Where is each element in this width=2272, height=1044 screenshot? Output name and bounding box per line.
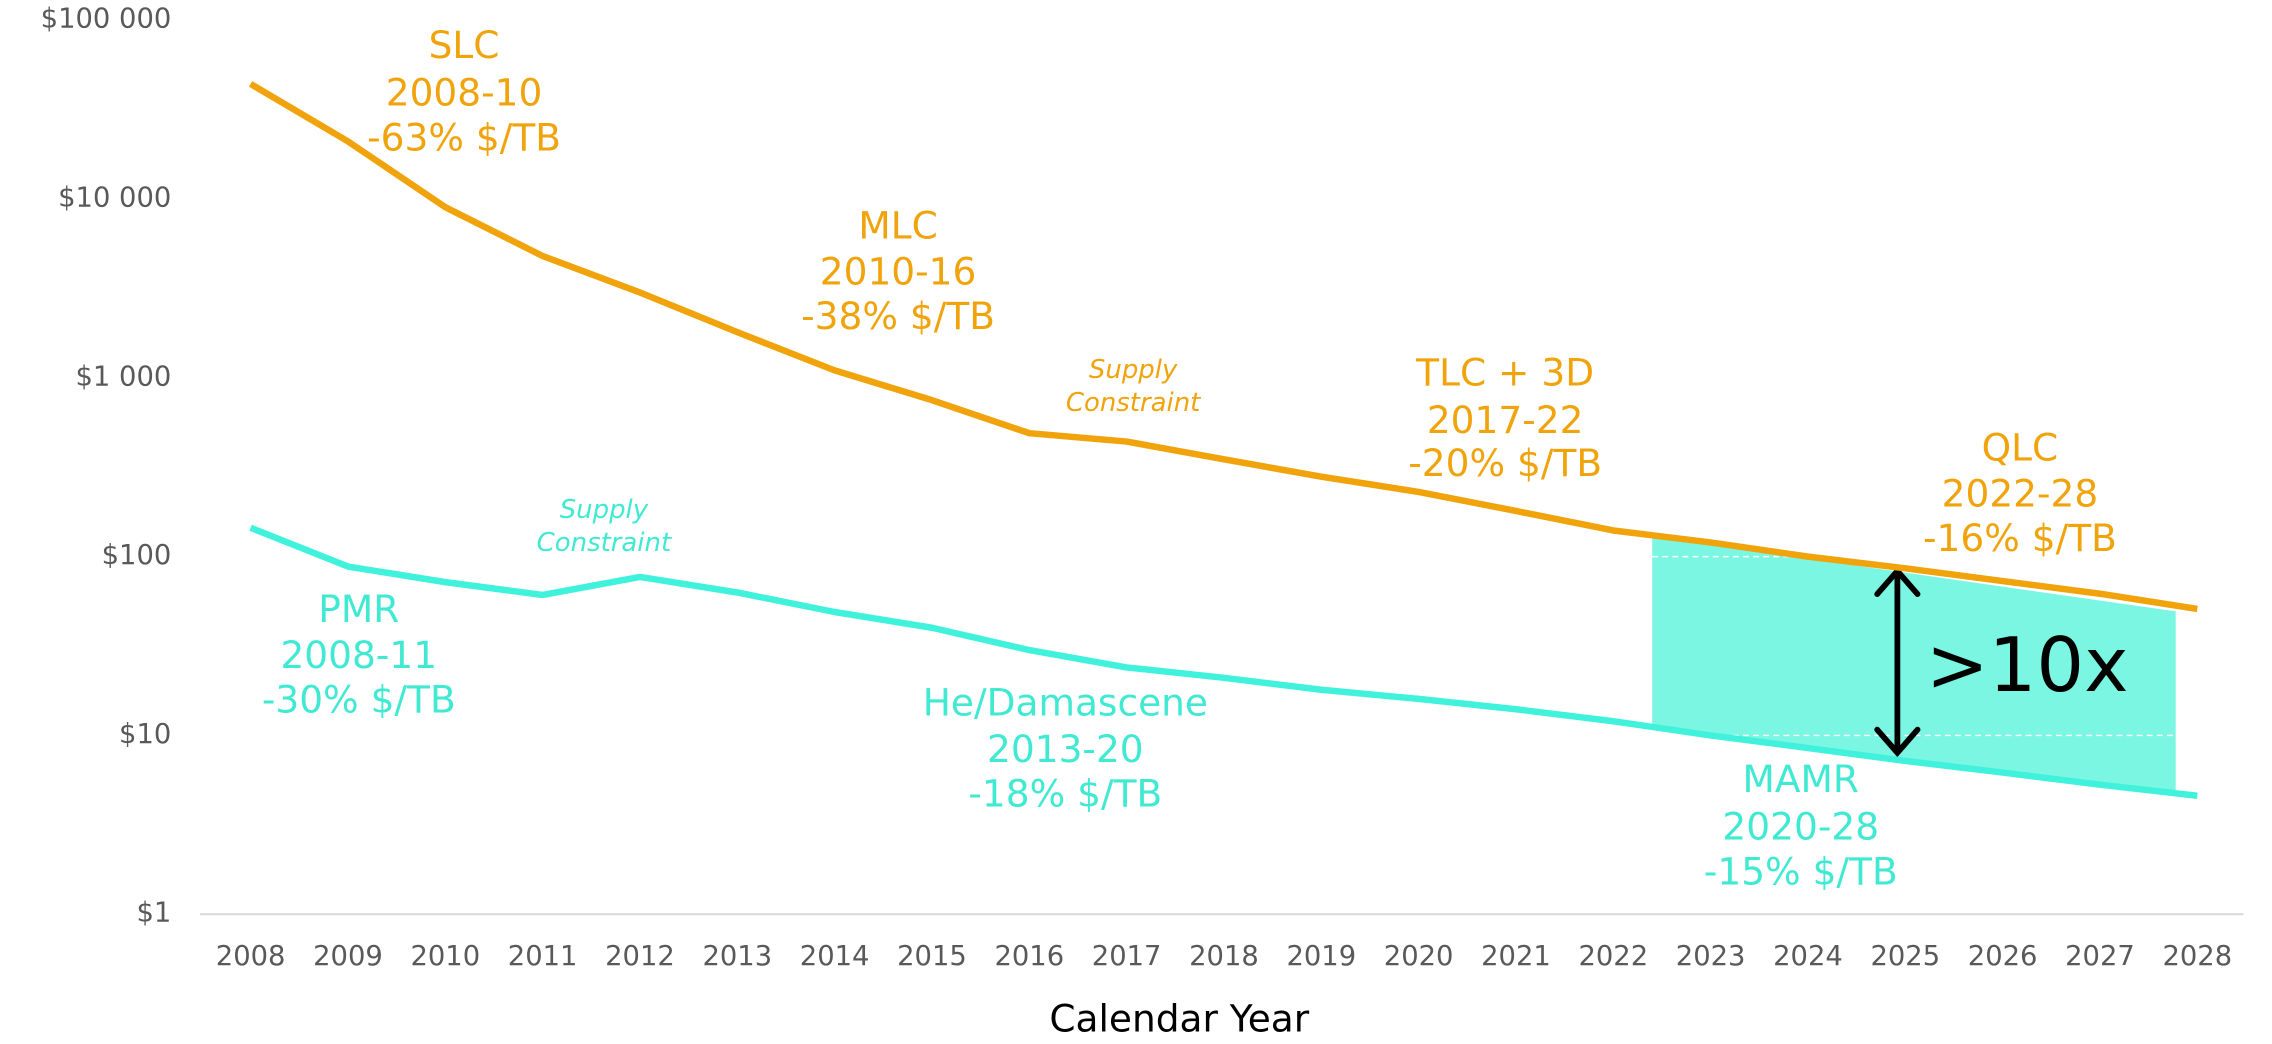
annotation: 2010-16: [820, 249, 977, 293]
annotation: MAMR: [1743, 757, 1859, 801]
y-tick-label: $100: [102, 540, 172, 571]
annotation: Supply: [1089, 355, 1178, 385]
annotation: SLC: [429, 23, 500, 67]
annotation: 2020-28: [1722, 805, 1879, 849]
annotation: -20% $/TB: [1408, 441, 1602, 485]
annotation: -30% $/TB: [262, 678, 456, 722]
annotation: Constraint: [1066, 388, 1201, 418]
annotation: PMR: [318, 587, 399, 631]
annotation: 2008-10: [386, 71, 543, 115]
x-tick-label: 2009: [313, 941, 383, 972]
x-tick-label: 2014: [800, 941, 870, 972]
y-tick-label: $10 000: [58, 182, 171, 213]
x-tick-label: 2011: [508, 941, 578, 972]
gap-label: >10x: [1926, 621, 2129, 709]
series-line: [249, 524, 2198, 799]
annotation: He/Damascene: [923, 681, 1208, 725]
gap-arrow: [1874, 566, 1921, 758]
annotation: QLC: [1982, 425, 2059, 469]
x-tick-label: 2019: [1286, 941, 1356, 972]
annotation: TLC + 3D: [1415, 350, 1594, 394]
annotation: -63% $/TB: [367, 115, 561, 159]
annotation: -18% $/TB: [968, 771, 1162, 815]
x-tick-label: 2015: [897, 941, 967, 972]
x-tick-label: 2013: [702, 941, 772, 972]
x-tick-label: 2020: [1384, 941, 1454, 972]
x-axis-label: Calendar Year: [1049, 996, 1309, 1040]
y-tick-label: $1: [136, 898, 171, 929]
x-tick-label: 2028: [2162, 941, 2232, 972]
x-tick-label: 2027: [2065, 941, 2135, 972]
x-tick-label: 2012: [605, 941, 675, 972]
series-line: [248, 81, 2198, 613]
x-tick-label: 2024: [1773, 941, 1843, 972]
annotation: -16% $/TB: [1923, 516, 2117, 560]
y-tick-label: $1 000: [76, 361, 172, 392]
gap-area: [1652, 536, 2176, 794]
annotation: -38% $/TB: [801, 294, 995, 338]
annotation: Supply: [560, 495, 649, 525]
x-tick-label: 2008: [216, 941, 286, 972]
x-tick-label: 2026: [1968, 941, 2038, 972]
x-tick-label: 2021: [1481, 941, 1551, 972]
x-tick-label: 2010: [410, 941, 480, 972]
y-tick-label: $100 000: [41, 4, 172, 35]
y-tick-label: $10: [119, 719, 171, 750]
annotation: 2017-22: [1427, 398, 1584, 442]
annotation: Constraint: [537, 528, 672, 558]
x-tick-label: 2022: [1578, 941, 1648, 972]
x-tick-label: 2016: [994, 941, 1064, 972]
x-tick-label: 2023: [1676, 941, 1746, 972]
x-tick-label: 2025: [1870, 941, 1940, 972]
annotation: -15% $/TB: [1704, 849, 1898, 893]
annotation: MLC: [858, 203, 937, 247]
x-tick-label: 2018: [1189, 941, 1259, 972]
annotation: 2013-20: [987, 727, 1144, 771]
annotation: 2008-11: [280, 633, 437, 677]
x-tick-label: 2017: [1092, 941, 1162, 972]
decor: [1652, 536, 2176, 794]
annotation: 2022-28: [1942, 472, 2099, 516]
